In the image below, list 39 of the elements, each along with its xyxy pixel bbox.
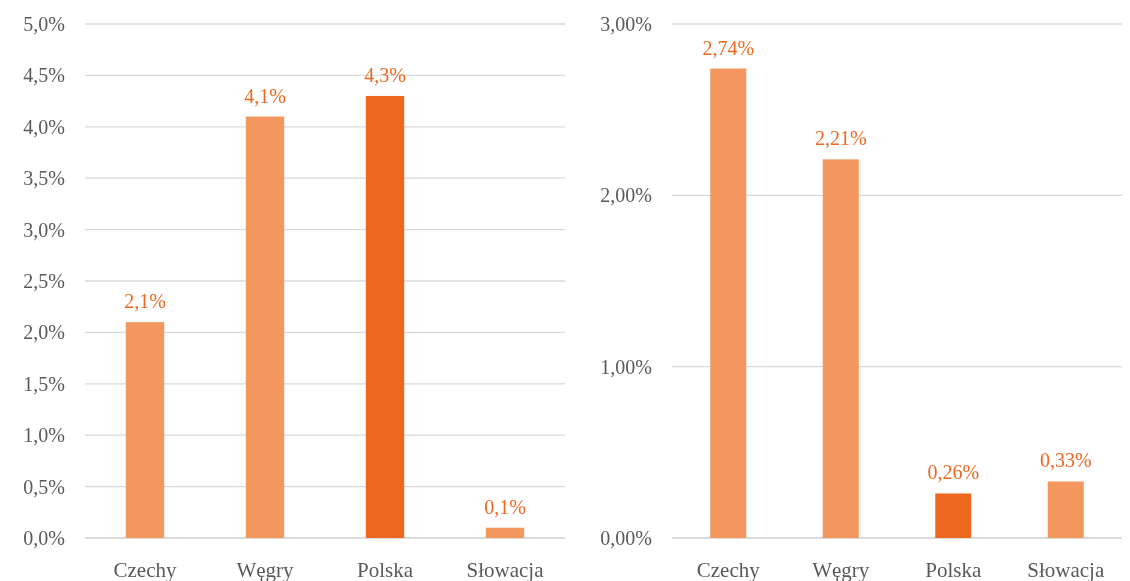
- y-tick-label: 0,0%: [23, 527, 65, 549]
- x-tick-label: Czechy: [696, 558, 761, 581]
- y-tick-label: 1,0%: [23, 424, 65, 447]
- y-tick-label: 1,5%: [23, 372, 65, 395]
- y-tick-label: 2,5%: [23, 270, 65, 292]
- y-tick-label: 5,0%: [23, 13, 65, 35]
- y-tick-label: 2,0%: [23, 321, 65, 344]
- y-tick-label: 3,0%: [23, 218, 65, 241]
- data-label: 4,1%: [244, 84, 286, 107]
- data-label: 0,26%: [927, 461, 980, 484]
- data-label: 0,1%: [484, 495, 526, 518]
- y-tick-label: 2,00%: [600, 184, 652, 207]
- y-tick-label: 4,5%: [23, 64, 65, 87]
- x-tick-label: Węgry: [236, 558, 295, 581]
- y-tick-label: 3,5%: [23, 167, 65, 190]
- y-tick-label: 3,00%: [600, 13, 652, 35]
- data-label: 4,3%: [364, 63, 406, 86]
- x-tick-label: Polska: [925, 558, 982, 581]
- bar: [935, 493, 972, 538]
- bar: [710, 68, 747, 538]
- bar: [245, 116, 285, 538]
- data-label: 2,1%: [124, 290, 166, 313]
- data-label: 0,33%: [1039, 449, 1092, 472]
- x-tick-label: Słowacja: [466, 558, 545, 581]
- bar: [485, 527, 525, 538]
- y-tick-label: 0,00%: [600, 527, 652, 549]
- bar: [822, 159, 859, 538]
- x-tick-label: Węgry: [812, 558, 870, 581]
- data-label: 2,21%: [814, 127, 867, 150]
- data-label: 2,74%: [702, 36, 755, 59]
- x-tick-label: Czechy: [113, 558, 177, 581]
- bar: [125, 322, 165, 538]
- y-tick-label: 4,0%: [23, 115, 65, 138]
- x-tick-label: Polska: [356, 558, 414, 581]
- x-tick-label: Słowacja: [1027, 558, 1105, 581]
- bar: [365, 95, 405, 538]
- y-tick-label: 1,00%: [600, 355, 652, 378]
- bar: [1047, 481, 1084, 538]
- y-tick-label: 0,5%: [23, 475, 65, 498]
